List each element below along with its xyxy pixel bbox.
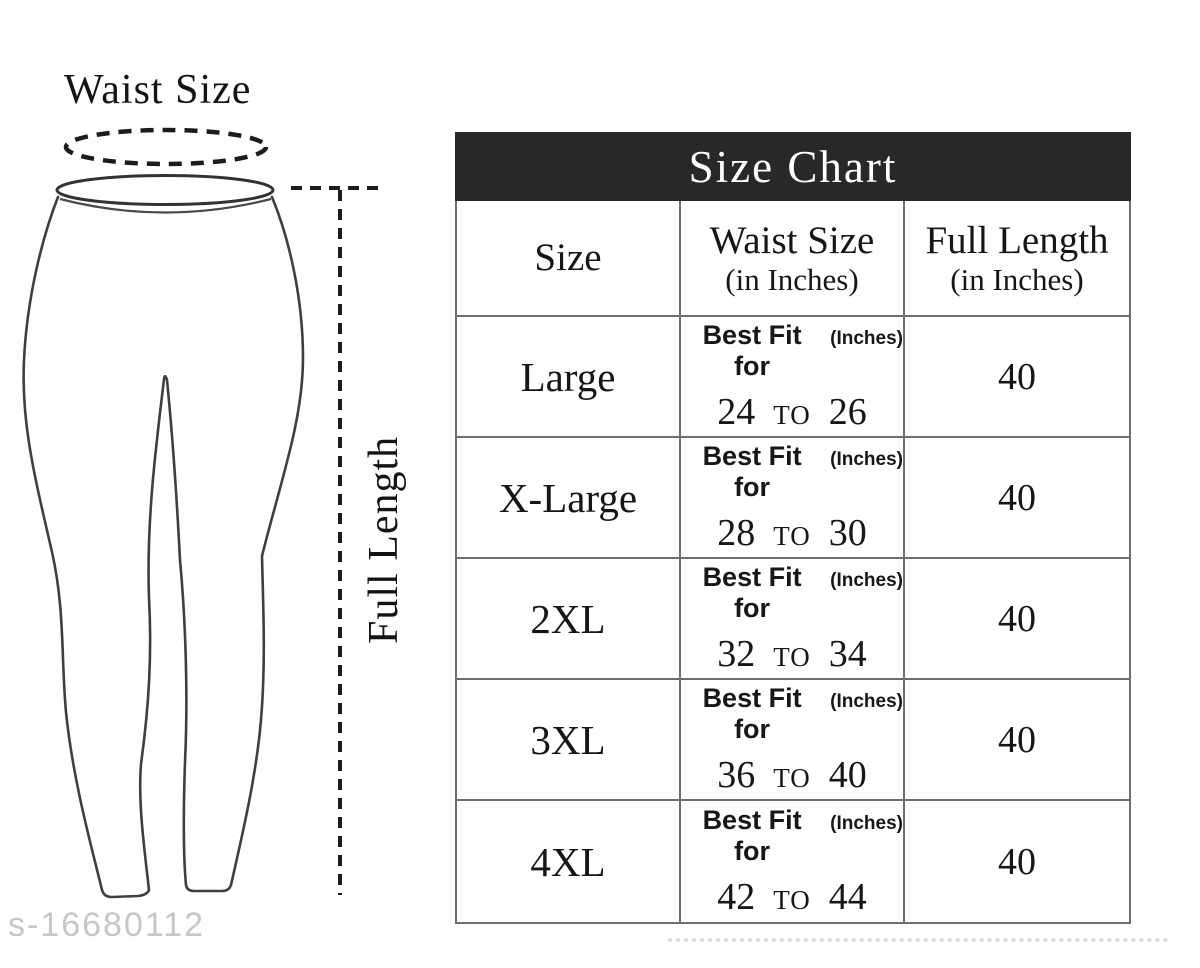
table-row: 3XL Best Fit for (Inches) 36 TO 40 40 [457,680,1129,801]
best-fit-label: Best Fit for (Inches) [702,682,903,744]
waist-measure-ellipse [63,127,269,167]
size-chart-grid: Size Waist Size (in Inches) Full Length … [455,201,1131,924]
size-chart-table: Size Chart Size Waist Size (in Inches) F… [455,132,1131,924]
full-length-cell: 40 [905,317,1129,438]
size-cell: Large [457,317,681,438]
size-cell: 2XL [457,559,681,680]
full-length-cell: 40 [905,438,1129,559]
table-row: 2XL Best Fit for (Inches) 32 TO 34 40 [457,559,1129,680]
waistband-top [55,174,275,206]
header-full-length: Full Length (in Inches) [905,201,1129,317]
waist-cell: Best Fit for (Inches) 24 TO 26 [681,317,905,438]
table-row: Large Best Fit for (Inches) 24 TO 26 40 [457,317,1129,438]
best-fit-label: Best Fit for (Inches) [702,561,903,623]
leggings-diagram [22,127,386,899]
faint-dotted-line [668,938,1168,942]
watermark: s-16680112 [8,906,206,944]
waistband-bottom-seam [59,197,272,214]
full-length-label: Full Length [361,435,407,645]
full-length-cell: 40 [905,559,1129,680]
best-fit-label: Best Fit for (Inches) [702,440,903,502]
best-fit-label: Best Fit for (Inches) [702,804,903,866]
waist-cell: Best Fit for (Inches) 32 TO 34 [681,559,905,680]
table-row: 4XL Best Fit for (Inches) 42 TO 44 40 [457,801,1129,922]
waist-range: 42 TO 44 [717,875,867,918]
waist-cell: Best Fit for (Inches) 28 TO 30 [681,438,905,559]
best-fit-label: Best Fit for (Inches) [702,319,903,381]
waist-cell: Best Fit for (Inches) 42 TO 44 [681,801,905,922]
size-cell: 4XL [457,801,681,922]
waist-cell: Best Fit for (Inches) 36 TO 40 [681,680,905,801]
waist-range: 32 TO 34 [717,632,867,675]
waist-range: 24 TO 26 [717,390,867,433]
leggings-outline [22,195,305,899]
header-waist: Waist Size (in Inches) [681,201,905,317]
full-length-cell: 40 [998,840,1036,883]
table-header-row: Size Waist Size (in Inches) Full Length … [457,201,1129,317]
full-length-cell: 40 [905,680,1129,801]
size-cell: X-Large [457,438,681,559]
table-row: X-Large Best Fit for (Inches) 28 TO 30 4… [457,438,1129,559]
size-chart-title: Size Chart [455,132,1131,201]
waist-range: 28 TO 30 [717,511,867,554]
size-cell: 3XL [457,680,681,801]
header-size: Size [457,201,681,317]
waist-size-label: Waist Size [64,67,252,113]
waist-range: 36 TO 40 [717,753,867,796]
